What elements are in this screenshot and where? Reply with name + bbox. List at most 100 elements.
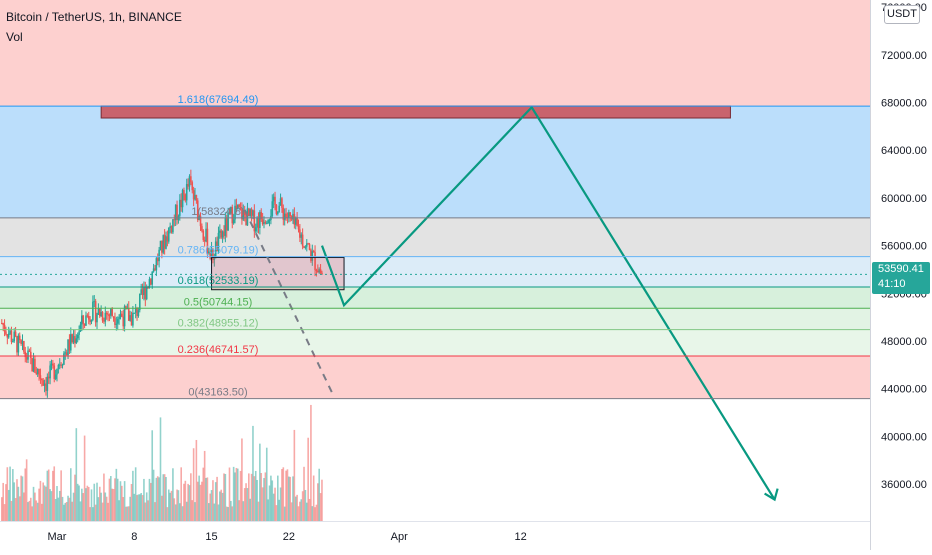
x-tick-label: Mar [48, 531, 67, 543]
entry-box [211, 257, 345, 291]
candle-body [87, 316, 90, 320]
candle-body [103, 320, 105, 322]
volume-bar [216, 476, 218, 521]
candle-body [272, 196, 275, 202]
y-tick-label: 48000.00 [881, 336, 927, 348]
candle-body [216, 241, 218, 251]
candle-body [223, 231, 225, 236]
candle-body [118, 316, 120, 320]
candle-body [305, 243, 308, 247]
volume-bar [23, 492, 25, 521]
fib-zone [0, 308, 870, 330]
volume-bar [191, 500, 194, 521]
volume-bar [206, 477, 209, 521]
candle-body [271, 201, 274, 216]
y-tick-label: 36000.00 [881, 479, 927, 491]
candle-body [123, 306, 126, 327]
currency-button[interactable]: USDT [884, 5, 920, 24]
candle-body [108, 315, 111, 317]
volume-bar [107, 502, 109, 521]
volume-bar [96, 482, 98, 521]
volume-bar [2, 482, 4, 521]
candle-body [141, 289, 144, 296]
candle-body [181, 190, 184, 208]
candle-body [161, 240, 163, 253]
candle-body [202, 230, 205, 240]
candle-body [239, 207, 242, 209]
fib-lines [0, 105, 870, 400]
candle-body [54, 374, 57, 379]
volume-bar [293, 429, 296, 521]
volume-bar [74, 474, 76, 521]
volume-bar [212, 480, 214, 521]
candle-body [201, 226, 203, 231]
volume-bar [321, 479, 323, 521]
volume-bar [49, 489, 51, 521]
volume-bar [198, 475, 200, 521]
candle-body [234, 205, 236, 220]
candle-body [36, 368, 39, 375]
volume-bar [297, 506, 300, 521]
candle-body [86, 315, 89, 317]
volume-bar [136, 495, 138, 521]
fib-zone [0, 329, 870, 357]
symbol-title[interactable]: Bitcoin / TetherUS, 1h, BINANCE [6, 10, 182, 24]
volume-label[interactable]: Vol [6, 30, 23, 44]
volume-bar [94, 504, 97, 521]
fib-level-label: 0.5(50744.15) [184, 296, 253, 308]
candle-body [212, 248, 214, 260]
candle-body [210, 248, 213, 259]
volume-bar [227, 507, 229, 521]
volume-bar [10, 500, 13, 521]
volume-bar [86, 485, 89, 521]
y-tick-label: 44000.00 [881, 384, 927, 396]
candle-body [3, 324, 6, 332]
candle-body [100, 312, 102, 317]
volume-bar [63, 504, 65, 521]
candle-body [41, 378, 43, 381]
candle-body [143, 287, 145, 296]
candle-body [107, 314, 109, 316]
volume-bar [219, 491, 221, 521]
volume-bar [228, 467, 231, 521]
volume-bar [38, 488, 40, 521]
volume-bar [65, 502, 68, 521]
volume-bar [29, 497, 32, 521]
candle-body [140, 289, 142, 294]
candle-body [16, 336, 18, 353]
volume-bar [110, 476, 112, 521]
volume-bar [299, 501, 301, 521]
candle-body [169, 226, 171, 228]
volume-bar [56, 486, 58, 521]
volume-bar [217, 504, 220, 521]
target-box [100, 105, 731, 119]
candle-body [151, 271, 154, 285]
candle-body [155, 258, 158, 271]
candle-body [319, 269, 322, 273]
candle-body [191, 182, 194, 191]
volume-bar [53, 466, 56, 521]
candle-body [101, 312, 104, 321]
candle-body [275, 204, 278, 215]
candle-body [144, 287, 147, 300]
y-tick-label: 40000.00 [881, 431, 927, 443]
volume-bar [162, 474, 165, 521]
candle-body [126, 308, 129, 310]
volume-bar [24, 468, 27, 521]
candle-body [256, 217, 258, 228]
volume-bar [130, 483, 133, 521]
candle-body [68, 339, 71, 351]
fib-level-label: 0.786(55079.19) [178, 245, 259, 257]
candle-body [6, 334, 9, 338]
candle-body [7, 333, 10, 338]
candle-body [21, 341, 24, 344]
volume-bar [169, 492, 171, 521]
candle-body [289, 212, 292, 217]
candle-body [318, 269, 320, 273]
candle-body [312, 251, 315, 253]
volume-bar [17, 486, 20, 521]
volume-bar [245, 483, 247, 521]
volume-bar [243, 488, 246, 521]
